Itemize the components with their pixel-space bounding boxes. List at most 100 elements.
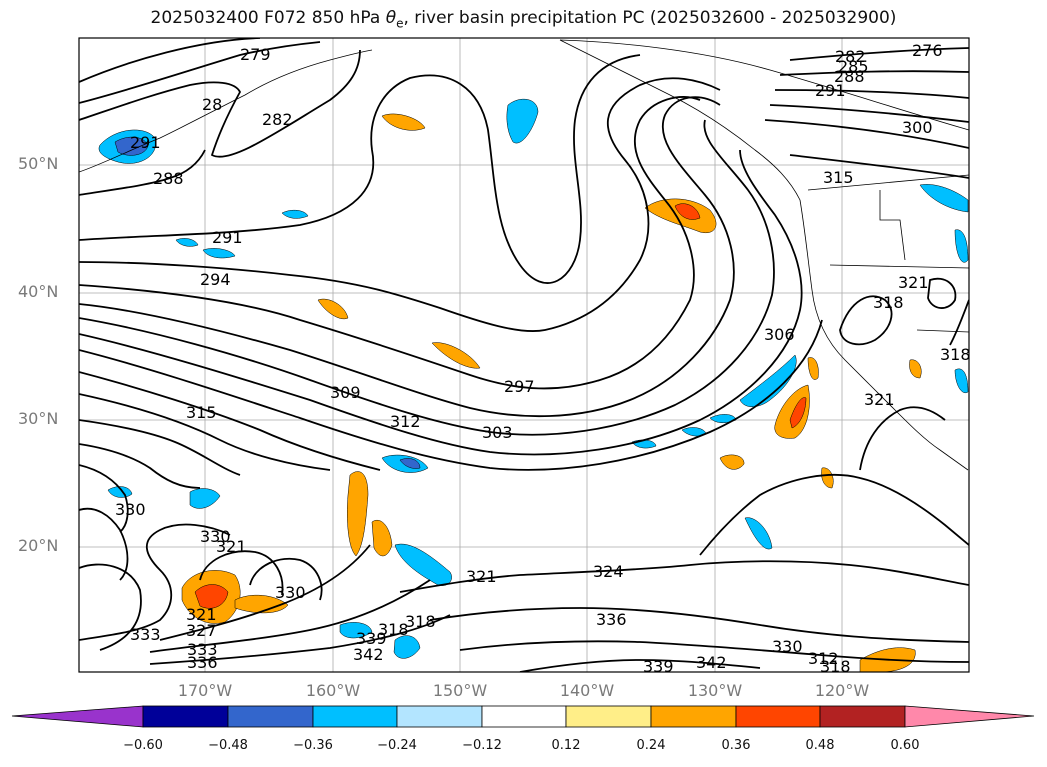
contour-label: 318 bbox=[820, 657, 851, 676]
colorbar-segment bbox=[819, 705, 906, 728]
contour-label: 342 bbox=[353, 645, 384, 664]
precip-patch-pos bbox=[431, 342, 481, 369]
contour-label: 285 bbox=[838, 57, 869, 76]
contour-label: 330 bbox=[115, 500, 146, 519]
colorbar-tick-label: −0.12 bbox=[462, 738, 502, 753]
precip-patch-pos bbox=[821, 467, 834, 489]
precip-patch-pos bbox=[807, 357, 819, 380]
contour-label: 288 bbox=[834, 67, 865, 86]
contour-label: 327 bbox=[186, 621, 217, 640]
precip-patch-neg bbox=[744, 517, 773, 550]
colorbar-tick-label: −0.36 bbox=[293, 738, 333, 753]
precip-patch-neg bbox=[189, 488, 221, 509]
contour-label: 312 bbox=[390, 412, 421, 431]
colorbar-tick-label: 0.24 bbox=[636, 738, 666, 753]
contour-label: 336 bbox=[187, 653, 218, 672]
contour-label: 294 bbox=[200, 270, 231, 289]
precip-patch-pos bbox=[789, 397, 807, 429]
contour-label: 321 bbox=[864, 390, 895, 409]
contour-label: 318 bbox=[940, 345, 971, 364]
contour-label: 318 bbox=[405, 612, 436, 631]
precip-patch-pos bbox=[347, 471, 369, 557]
lat-label: 40°N bbox=[18, 282, 59, 301]
precip-patch-pos bbox=[381, 113, 426, 131]
lat-label: 30°N bbox=[18, 409, 59, 428]
contour-label: 282 bbox=[835, 47, 866, 66]
map-frame bbox=[78, 37, 970, 673]
contour-label: 297 bbox=[504, 377, 535, 396]
precip-patch-neg bbox=[506, 98, 539, 144]
contour-label: 330 bbox=[772, 637, 803, 656]
contour-label: 342 bbox=[696, 653, 727, 672]
contour-label: 300 bbox=[902, 118, 933, 137]
precip-patch-pos bbox=[317, 298, 349, 320]
contour-label: 291 bbox=[815, 81, 846, 100]
contour-label: 333 bbox=[130, 625, 161, 644]
contour-label: 282 bbox=[262, 110, 293, 129]
contour-label: 291 bbox=[212, 228, 243, 247]
precip-patches bbox=[98, 98, 969, 672]
precip-patch-neg bbox=[339, 622, 373, 639]
colorbar-segment bbox=[227, 705, 314, 728]
lon-label: 120°W bbox=[814, 681, 870, 700]
contour-label: 330 bbox=[200, 527, 231, 546]
precip-patch-pos bbox=[371, 520, 393, 557]
contour-label: 309 bbox=[330, 383, 361, 402]
coastline bbox=[79, 39, 969, 471]
lon-label: 160°W bbox=[305, 681, 361, 700]
precip-patch-pos bbox=[909, 359, 922, 379]
graticule bbox=[79, 38, 969, 672]
contour-label: 276 bbox=[912, 41, 943, 60]
colorbar-segment bbox=[312, 705, 398, 728]
colorbar-tick-label: 0.48 bbox=[805, 738, 835, 753]
lon-label: 140°W bbox=[559, 681, 615, 700]
colorbar-tick-label: −0.60 bbox=[123, 738, 163, 753]
contour-label: 321 bbox=[186, 605, 217, 624]
colorbar-tick-label: −0.24 bbox=[377, 738, 417, 753]
precip-patch-neg bbox=[739, 354, 797, 407]
precip-patch-neg bbox=[399, 458, 421, 469]
precip-patch-pos bbox=[674, 203, 701, 220]
contour-label: 330 bbox=[275, 583, 306, 602]
precip-patch-pos bbox=[194, 584, 229, 609]
contour-label: 28 bbox=[202, 95, 222, 114]
precip-patch-neg bbox=[709, 414, 737, 423]
precip-patch-neg bbox=[202, 248, 236, 259]
contour-label-group: 279 276 282 285 288 291 300 28 282 291 2… bbox=[115, 41, 971, 676]
colorbar-tick-label: 0.12 bbox=[551, 738, 581, 753]
colorbar-tick-label: −0.48 bbox=[208, 738, 248, 753]
precip-patch-neg bbox=[393, 635, 421, 659]
contour-label: 306 bbox=[764, 325, 795, 344]
lon-label: 130°W bbox=[687, 681, 743, 700]
contour-label: 279 bbox=[240, 45, 271, 64]
colorbar-segment bbox=[481, 705, 567, 728]
colorbar-extend-high bbox=[904, 705, 1035, 728]
colorbar-segment bbox=[142, 705, 229, 728]
precip-patch-neg bbox=[954, 368, 969, 394]
contour-label: 315 bbox=[186, 403, 217, 422]
contour-label: 339 bbox=[643, 657, 674, 676]
precip-patch-pos bbox=[234, 594, 289, 614]
contour-label: 321 bbox=[216, 537, 247, 556]
colorbar-segment bbox=[735, 705, 821, 728]
colorbar bbox=[11, 705, 1035, 728]
contour-label: 318 bbox=[873, 293, 904, 312]
lat-label: 20°N bbox=[18, 536, 59, 555]
precip-patch-neg bbox=[394, 543, 452, 586]
colorbar-segment bbox=[650, 705, 737, 728]
contour-label: 303 bbox=[482, 423, 513, 442]
colorbar-segment bbox=[565, 705, 652, 728]
precip-patch-neg bbox=[175, 238, 199, 247]
precip-patch-neg bbox=[114, 136, 149, 156]
precip-patch-neg bbox=[919, 184, 969, 213]
contour-label: 321 bbox=[466, 567, 497, 586]
contour-label: 336 bbox=[596, 610, 627, 629]
lat-label: 50°N bbox=[18, 154, 59, 173]
precip-patch-neg bbox=[954, 229, 969, 263]
precip-patch-neg bbox=[107, 486, 133, 498]
precip-patch-neg bbox=[631, 439, 657, 449]
contour-label: 291 bbox=[130, 133, 161, 152]
colorbar-extend-low bbox=[11, 705, 144, 728]
precip-patch-pos bbox=[644, 198, 717, 234]
lon-label: 170°W bbox=[177, 681, 233, 700]
